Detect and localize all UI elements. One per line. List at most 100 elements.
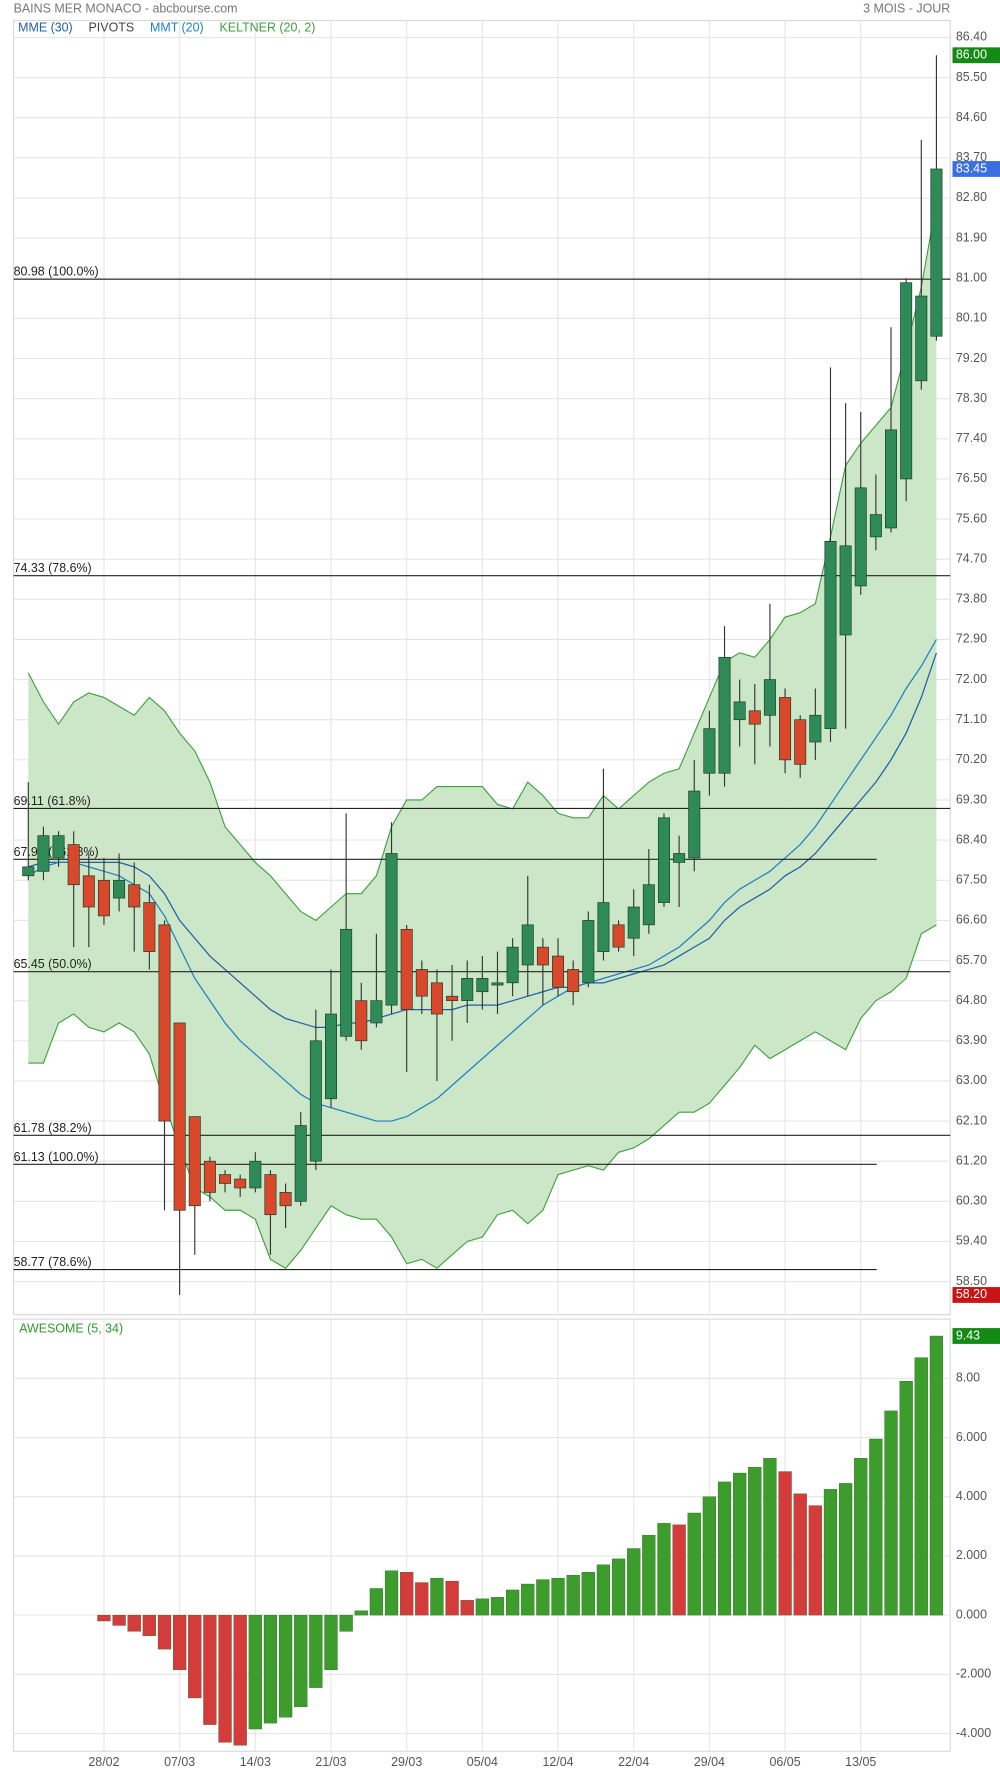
- x-tick-label: 05/04: [467, 1755, 498, 1769]
- y-tick-label: 82.80: [956, 190, 987, 204]
- y-tick-label: 84.60: [956, 110, 987, 124]
- pivot-label: 80.98 (100.0%): [14, 265, 99, 279]
- y-tick-label: 63.00: [956, 1073, 987, 1087]
- oscillator-bar: [415, 1582, 429, 1616]
- candle-body: [900, 282, 913, 480]
- y-tick-label: 80.10: [956, 311, 987, 325]
- period-label: 3 MOIS - JOUR: [863, 1, 950, 15]
- oscillator-bar: [294, 1614, 308, 1708]
- candle-body: [294, 1125, 307, 1202]
- candle-body: [52, 835, 65, 859]
- candle-body: [748, 710, 761, 725]
- y-tick-label: 0.000: [956, 1607, 987, 1621]
- candle-body: [37, 835, 50, 872]
- y-tick-label: 75.60: [956, 511, 987, 525]
- candle-body: [930, 168, 943, 337]
- candle-body: [143, 902, 156, 952]
- candle-body: [279, 1192, 292, 1207]
- y-tick-label: 66.60: [956, 913, 987, 927]
- candle-body: [779, 697, 792, 761]
- price-tag-label: 58.20: [956, 1287, 987, 1301]
- oscillator-bar: [203, 1614, 217, 1725]
- oscillator-bar: [627, 1548, 641, 1616]
- oscillator-bar: [218, 1614, 232, 1743]
- oscillator-bar: [823, 1489, 838, 1616]
- pivot-label: 61.13 (100.0%): [14, 1150, 99, 1164]
- oscillator-bar: [611, 1558, 626, 1616]
- oscillator-bar: [854, 1458, 868, 1616]
- oscillator-bar: [445, 1580, 459, 1616]
- candle-body: [688, 790, 701, 859]
- candle-body: [552, 955, 565, 988]
- x-tick-label: 22/04: [618, 1755, 649, 1769]
- oscillator-bar: [581, 1572, 595, 1616]
- candle-body: [763, 679, 776, 716]
- candle-body: [325, 1013, 337, 1100]
- oscillator-bar: [748, 1466, 762, 1616]
- oscillator-bar: [899, 1381, 913, 1616]
- oscillator-bar: [384, 1570, 399, 1616]
- x-tick-label: 29/03: [391, 1755, 422, 1769]
- candle-body: [309, 1040, 322, 1162]
- candle-body: [234, 1178, 247, 1189]
- oscillator-bar: [793, 1493, 807, 1616]
- y-tick-label: -2.000: [956, 1667, 991, 1681]
- oscillator-bar: [97, 1614, 111, 1622]
- price-tag: [952, 161, 1000, 177]
- oscillator-bar: [400, 1572, 414, 1616]
- x-tick-label: 06/05: [770, 1755, 801, 1769]
- oscillator-bar: [596, 1564, 611, 1616]
- oscillator-bar: [506, 1589, 520, 1616]
- y-tick-label: 76.50: [956, 471, 987, 485]
- oscillator-bar: [309, 1614, 323, 1688]
- legend-entry: MMT (20): [150, 21, 204, 35]
- oscillator-bar: [339, 1614, 353, 1632]
- y-tick-label: 71.10: [956, 712, 987, 726]
- oscillator-bar: [687, 1512, 701, 1616]
- oscillator-bar: [733, 1472, 747, 1616]
- candle-body: [597, 902, 610, 952]
- candle-body: [718, 656, 731, 774]
- candle-body: [582, 920, 595, 984]
- oscillator-bar: [808, 1505, 822, 1616]
- y-tick-label: 83.70: [956, 150, 987, 164]
- y-tick-label: 72.00: [956, 672, 987, 686]
- y-tick-label: 73.80: [956, 592, 987, 606]
- candle-body: [355, 1000, 368, 1042]
- y-tick-label: 85.50: [956, 70, 987, 84]
- oscillator-bar: [490, 1597, 505, 1616]
- y-tick-label: 64.80: [956, 993, 987, 1007]
- candle-body: [839, 545, 852, 636]
- oscillator-bar: [263, 1614, 278, 1724]
- candle-body: [506, 946, 519, 984]
- oscillator-bar: [354, 1610, 368, 1616]
- candle-body: [188, 1116, 201, 1207]
- x-tick-label: 13/05: [845, 1755, 876, 1769]
- candle-body: [415, 969, 428, 997]
- y-tick-label: 79.20: [956, 351, 987, 365]
- y-tick-label: 62.10: [956, 1113, 987, 1127]
- oscillator-bar: [702, 1496, 717, 1616]
- oscillator-bar: [112, 1614, 126, 1626]
- y-tick-label: 2.000: [956, 1548, 987, 1562]
- y-tick-label: 68.40: [956, 832, 987, 846]
- candle-body: [430, 982, 443, 1015]
- oscillator-bar: [763, 1458, 777, 1616]
- oscillator-bar: [884, 1410, 898, 1616]
- candle-body: [173, 1022, 186, 1211]
- candle-body: [22, 866, 35, 877]
- candle-body: [733, 701, 746, 721]
- x-tick-label: 28/02: [88, 1755, 119, 1769]
- y-tick-label: 8.00: [956, 1371, 980, 1385]
- candle-body: [915, 295, 928, 382]
- pivot-label: 61.78 (38.2%): [14, 1121, 92, 1135]
- y-tick-label: 61.20: [956, 1153, 987, 1167]
- value-tag: [952, 1328, 1000, 1344]
- candle-body: [612, 924, 625, 948]
- y-tick-label: 74.70: [956, 551, 987, 565]
- oscillator-bar: [460, 1600, 474, 1616]
- chart-title: BAINS MER MONACO - abcbourse.com: [14, 1, 238, 15]
- oscillator-bar: [157, 1614, 172, 1650]
